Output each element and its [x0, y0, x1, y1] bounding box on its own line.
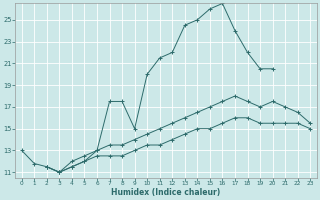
X-axis label: Humidex (Indice chaleur): Humidex (Indice chaleur) [111, 188, 220, 197]
